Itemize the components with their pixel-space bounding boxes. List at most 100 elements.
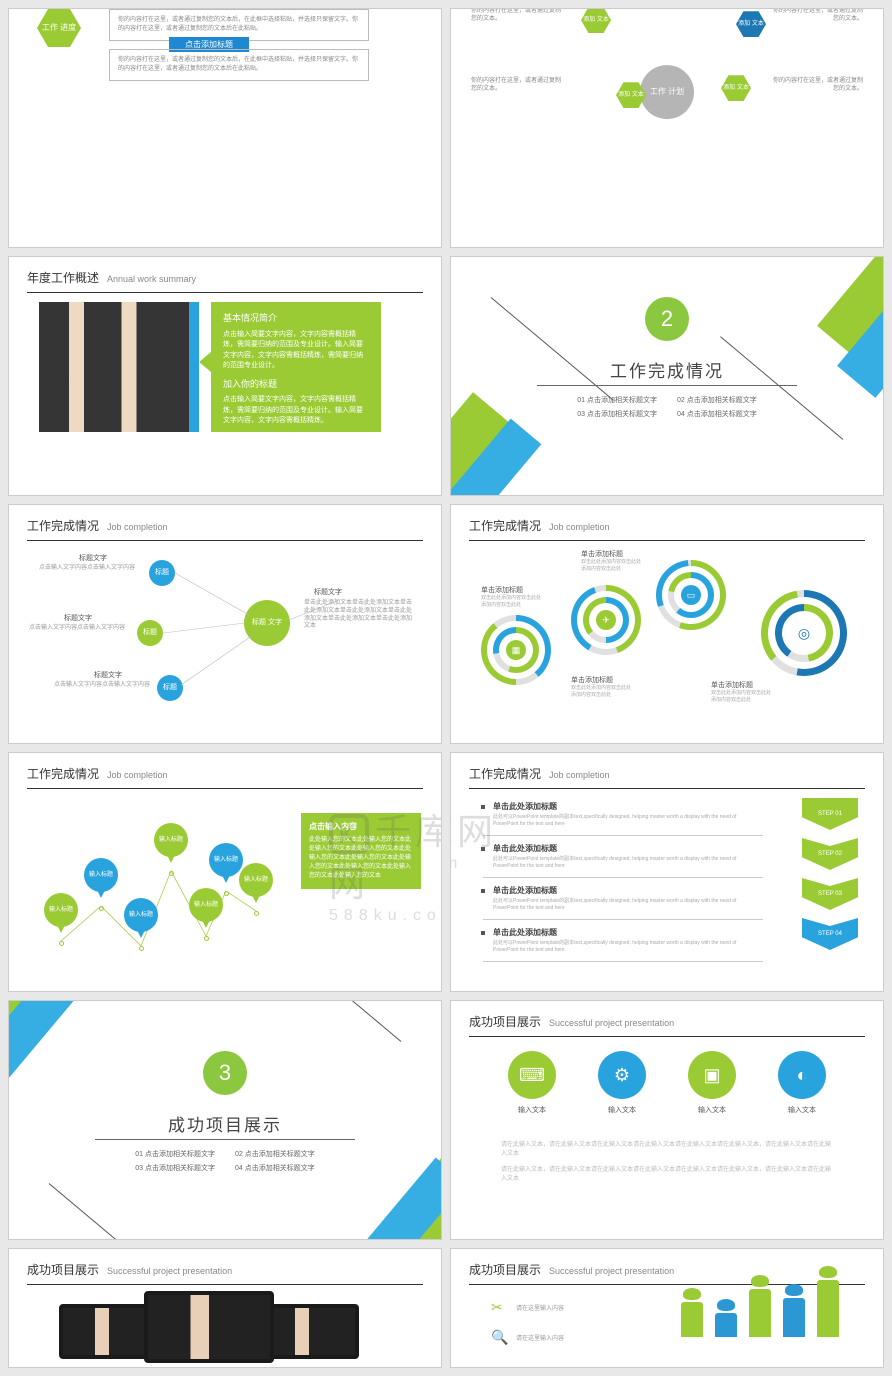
subtext: 点击输入文字内容点击输入文字内容: [54, 682, 154, 690]
slide-4: 2 工作完成情况 01 点击添加相关标题文字 02 点击添加相关标题文字 03 …: [450, 256, 884, 496]
item: 04 点击添加相关标题文字: [677, 409, 757, 419]
panel-h: 点击输入内容: [309, 821, 413, 833]
bubble-big: 标题 文字: [244, 600, 290, 646]
section-number: 3: [203, 1051, 247, 1095]
bubble-small: 标题: [137, 620, 163, 646]
tree-bar: [783, 1298, 805, 1337]
paragraph: 请在此输入文本，请在此输入文本请在此输入文本请在此输入文本请在此输入文本请在此输…: [501, 1166, 833, 1184]
label: 标题文字: [79, 553, 107, 563]
section-title: 工作完成情况: [610, 357, 724, 382]
subtext: 点击输入文字内容点击输入文字内容: [39, 565, 139, 573]
pin: 输入标题: [44, 893, 78, 946]
center-circle: 工作 计划: [640, 65, 694, 119]
icon-row: ⌨输入文本⚙输入文本▣输入文本◐输入文本: [501, 1051, 833, 1115]
ring-chart: ◎: [761, 590, 847, 676]
ring-sub: 双击此处添加内容双击此处添加内容双击此处: [581, 559, 641, 572]
rocket-icon: ✈: [596, 610, 616, 630]
panel-p: 此处输入您的文本此处输入您的文本此处输入您的文本此处输入您的文本此处输入您的文本…: [309, 836, 413, 881]
section-items: 01 点击添加相关标题文字 02 点击添加相关标题文字 03 点击添加相关标题文…: [135, 1149, 314, 1173]
title-en: Successful project presentation: [549, 1018, 674, 1028]
step-row: 单击此处添加标题此处可以PowerPoint template的副本text,s…: [481, 801, 761, 827]
bubble-small: 标题: [149, 560, 175, 586]
search-icon: 🔍: [491, 1329, 508, 1346]
title-en: Successful project presentation: [549, 1266, 674, 1276]
tree-bar: [715, 1313, 737, 1337]
node-hex: 添加 文本: [736, 11, 766, 37]
icon-item: ◐输入文本: [771, 1051, 833, 1115]
slide-1: 工作 进度 你的内容打在这里，或者通过复制您的文本后，在此框中选择粘贴，并选择只…: [8, 8, 442, 248]
side-text: 你的内容打在这里，或者通过复制您的文本。: [773, 77, 863, 94]
pin: 输入标题: [209, 843, 243, 896]
title-en: Job completion: [107, 770, 168, 780]
arrow-icon: [199, 352, 211, 372]
laptop: [259, 1304, 359, 1359]
ring-title: 单击添加标题: [481, 585, 523, 595]
item: 03 点击添加相关标题文字: [577, 409, 657, 419]
slide-3: 年度工作概述 Annual work summary 基本情况简介 点击输入简要…: [8, 256, 442, 496]
title-en: Successful project presentation: [107, 1266, 232, 1276]
side-text: 你的内容打在这里，或者通过复制您的文本。: [773, 8, 863, 24]
ring-title: 单击添加标题: [581, 549, 623, 559]
title-zh: 成功项目展示: [469, 1013, 541, 1030]
text-panel: 基本情况简介 点击输入简要文字内容，文字内容需概括精炼，需简要归纳的范围及专业设…: [211, 302, 381, 432]
briefcase-icon: ▦: [506, 640, 526, 660]
slide-7: 工作完成情况Job completion 输入标题输入标题输入标题输入标题输入标…: [8, 752, 442, 992]
pin: 输入标题: [239, 863, 273, 916]
ring-chart: ▦: [481, 615, 551, 685]
label: 标题文字: [314, 587, 342, 597]
title-zh: 工作完成情况: [469, 517, 541, 534]
target-icon: ◎: [794, 623, 814, 643]
icon-item: ▣输入文本: [681, 1051, 743, 1115]
tree-bar: [681, 1302, 703, 1337]
step-chevron: STEP 01: [802, 798, 858, 830]
item: 03 点击添加相关标题文字: [135, 1163, 215, 1173]
step-row: 单击此处添加标题此处可以PowerPoint template的副本text,s…: [481, 885, 761, 911]
ring-title: 单击添加标题: [571, 675, 613, 685]
step-row: 单击此处添加标题此处可以PowerPoint template的副本text,s…: [481, 843, 761, 869]
step-chevron: STEP 02: [802, 838, 858, 870]
item: 02 点击添加相关标题文字: [235, 1149, 315, 1159]
slide-6: 工作完成情况Job completion ▦ 单击添加标题 双击此处添加内容双击…: [450, 504, 884, 744]
title-zh: 工作完成情况: [469, 765, 541, 782]
item: 01 点击添加相关标题文字: [577, 395, 657, 405]
ring-sub: 双击此处添加内容双击此处添加内容双击此处: [711, 690, 771, 703]
icon-item: ⚙输入文本: [591, 1051, 653, 1115]
hex-badge: 工作 进度: [37, 9, 81, 47]
section-title: 成功项目展示: [168, 1111, 282, 1136]
laptop-front: [144, 1291, 274, 1363]
panel-h1: 基本情况简介: [223, 312, 369, 326]
panel-p1: 点击输入简要文字内容，文字内容需概括精炼，需简要归纳的范围及专业设计。输入简要文…: [223, 330, 369, 372]
slide-8: 工作完成情况 Job completion 单击此处添加标题此处可以PowerPo…: [450, 752, 884, 992]
slide-11: 成功项目展示Successful project presentation: [8, 1248, 442, 1368]
node-hex: 添加 文本: [581, 8, 611, 33]
subtext: 点击输入文字内容点击输入文字内容: [29, 625, 129, 633]
display-icon: ▭: [681, 585, 701, 605]
ring-sub: 双击此处添加内容双击此处添加内容双击此处: [571, 685, 631, 698]
slide-header: 年度工作概述 Annual work summary: [9, 257, 441, 290]
ring-chart: ✈: [571, 585, 641, 655]
step-chevron: STEP 04: [802, 918, 858, 950]
title-zh: 成功项目展示: [469, 1261, 541, 1278]
accent-bar: [189, 302, 199, 432]
item: 04 点击添加相关标题文字: [235, 1163, 315, 1173]
tree-bar: [817, 1280, 839, 1337]
text-panel: 点击输入内容 此处输入您的文本此处输入您的文本此处输入您的文本此处输入您的文本此…: [301, 813, 421, 889]
item: 02 点击添加相关标题文字: [677, 395, 757, 405]
label: 标题文字: [64, 613, 92, 623]
item: 01 点击添加相关标题文字: [135, 1149, 215, 1159]
photo-placeholder: [39, 302, 189, 432]
slide-9: 3 成功项目展示 01 点击添加相关标题文字 02 点击添加相关标题文字 03 …: [8, 1000, 442, 1240]
panel-p2: 点击输入简要文字内容，文字内容需概括精炼，需简要归纳的范围及专业设计。输入简要文…: [223, 395, 369, 427]
pin-network: 输入标题输入标题输入标题输入标题输入标题输入标题输入标题: [39, 813, 269, 953]
subtext: 单击此处添加文本单击此处添加文本单击此处添加文本单击此处添加文本单击此处添加文本…: [304, 600, 414, 631]
tree-bar: [749, 1289, 771, 1337]
pin: 输入标题: [154, 823, 188, 876]
title-zh: 工作完成情况: [27, 765, 99, 782]
slide-12: 成功项目展示Successful project presentation ✂ …: [450, 1248, 884, 1368]
panel-h2: 加入你的标题: [223, 378, 369, 392]
ring-chart: ▭: [656, 560, 726, 630]
slide-10: 成功项目展示Successful project presentation ⌨输…: [450, 1000, 884, 1240]
title-en: Job completion: [549, 770, 610, 780]
slide-2: 工作 计划 添加 文本 添加 文本 添加 文本 添加 文本 你的内容打在这里，或…: [450, 8, 884, 248]
section-items: 01 点击添加相关标题文字 02 点击添加相关标题文字 03 点击添加相关标题文…: [577, 395, 756, 419]
